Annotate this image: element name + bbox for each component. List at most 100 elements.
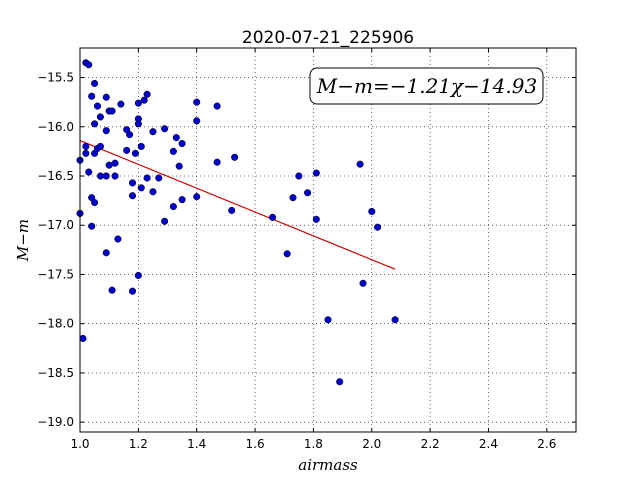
y-axis-label: M−m [14, 219, 32, 262]
data-point [128, 179, 137, 187]
data-point [213, 158, 221, 166]
data-point [283, 250, 291, 258]
x-tick-label: 1.0 [70, 437, 89, 451]
data-point [161, 217, 169, 225]
data-point [137, 184, 145, 192]
x-tick-label: 2.2 [421, 437, 440, 451]
data-point [155, 174, 163, 182]
data-point [178, 196, 186, 204]
data-point [82, 142, 90, 151]
data-point [102, 172, 110, 180]
data-point [85, 61, 93, 69]
data-point [391, 316, 399, 324]
x-axis-label: airmass [298, 456, 358, 474]
data-point [289, 194, 297, 202]
data-point [88, 222, 96, 230]
data-point [356, 160, 364, 168]
data-point [143, 90, 151, 98]
data-point [149, 188, 157, 196]
data-point [102, 93, 110, 101]
data-point [91, 120, 99, 128]
plot-frame [79, 47, 577, 433]
fit-line [79, 139, 396, 270]
data-point [359, 279, 367, 287]
data-point [231, 153, 239, 161]
data-point [91, 199, 99, 207]
data-point [108, 107, 116, 115]
data-point [213, 102, 221, 110]
data-point [134, 271, 142, 279]
data-point [193, 193, 201, 201]
data-point [79, 334, 87, 343]
data-point [228, 206, 236, 215]
data-point [175, 162, 183, 170]
data-point [193, 117, 201, 125]
data-point [374, 223, 382, 231]
data-point [108, 286, 116, 294]
x-tick-label: 1.2 [129, 437, 148, 451]
data-point [134, 99, 142, 107]
y-tick-label: −16.0 [37, 120, 74, 134]
data-point [102, 127, 110, 135]
data-point [140, 96, 148, 104]
x-tick-label: 1.6 [246, 437, 265, 451]
data-point [88, 92, 96, 100]
y-tick-label: −17.5 [37, 267, 74, 281]
x-tick-label: 2.6 [537, 437, 556, 451]
data-point [123, 146, 131, 154]
data-point [161, 125, 169, 133]
y-tick-label: −18.0 [37, 317, 74, 331]
y-tick-label: −16.5 [37, 169, 74, 183]
data-point [85, 168, 93, 176]
data-point [193, 98, 201, 106]
y-tick-label: −19.0 [37, 415, 74, 429]
data-point [368, 207, 376, 215]
chart-title: 2020-07-21_225906 [242, 28, 414, 48]
data-point [114, 235, 122, 243]
data-point [169, 202, 177, 211]
data-point [269, 213, 277, 221]
data-point [131, 149, 139, 157]
data-point [143, 174, 151, 182]
data-point [82, 149, 90, 157]
data-point [91, 79, 99, 87]
data-point [102, 249, 110, 257]
annotation-box [309, 67, 544, 105]
y-tick-label: −15.5 [37, 71, 74, 85]
data-point [93, 102, 102, 110]
y-tick-label: −17.0 [37, 218, 74, 232]
data-point [117, 100, 125, 108]
data-point [126, 131, 134, 139]
fit-equation: M−m=−1.21χ−14.93 [316, 74, 537, 98]
x-tick-label: 2.4 [479, 437, 498, 451]
data-point [304, 189, 312, 197]
data-point [336, 378, 344, 386]
data-point [295, 172, 303, 180]
fit-equation-box: M−m=−1.21χ−14.93 [309, 67, 544, 105]
data-point [149, 128, 157, 136]
data-point [96, 113, 104, 121]
data-point [96, 142, 104, 151]
grid [79, 48, 576, 432]
x-tick-label: 2.0 [362, 437, 381, 451]
data-points [76, 59, 399, 386]
fit-line-group [79, 139, 396, 270]
x-tick-label: 1.4 [187, 437, 206, 451]
data-point [178, 139, 186, 148]
x-tick-label: 1.8 [304, 437, 323, 451]
data-point [128, 192, 137, 200]
data-point [134, 120, 142, 128]
data-point [128, 287, 137, 295]
data-point [324, 316, 332, 324]
data-point [312, 169, 320, 177]
data-point [312, 215, 320, 223]
y-axis-ticks: −15.5 −16.0 −16.5 −17.0 −17.5 −18.0 −18.5 −19.0 [37, 71, 576, 429]
x-axis-ticks: 1.0 1.2 1.4 1.6 1.8 2.0 2.2 2.4 2.6 [70, 48, 556, 451]
data-point [111, 172, 119, 180]
data-point [172, 134, 180, 142]
data-point [169, 147, 177, 155]
data-point [137, 142, 145, 151]
data-point [111, 159, 119, 167]
y-tick-label: −18.5 [37, 366, 74, 380]
